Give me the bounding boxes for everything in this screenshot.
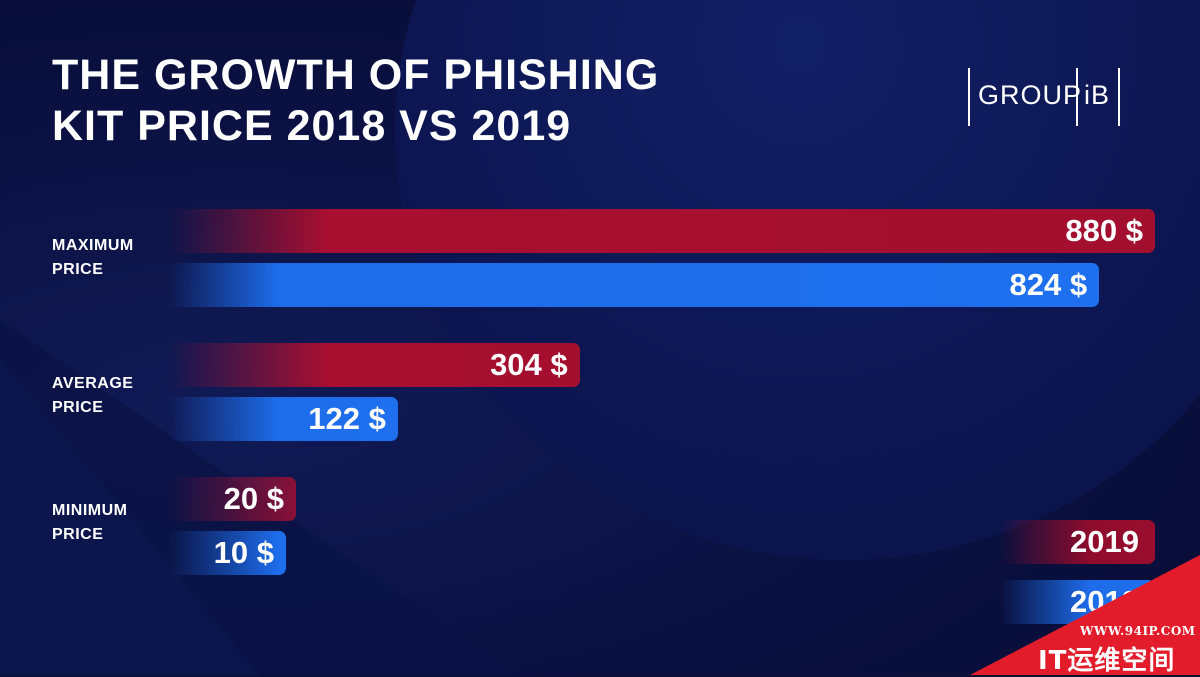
legend-item-2018: 2018 (1000, 580, 1155, 624)
logo-divider-left (968, 68, 970, 126)
category-label-average: AVERAGE PRICE (52, 372, 133, 420)
logo-text-group: GROUP (978, 80, 1083, 110)
title-line-2: KIT PRICE 2018 VS 2019 (52, 102, 572, 150)
bar-2018-maximum: 824 $ (168, 263, 1100, 307)
bar-2018-minimum: 10 $ (168, 531, 286, 575)
legend-item-2019: 2019 (1000, 520, 1155, 564)
logo-divider-right (1118, 68, 1120, 126)
category-label-maximum: MAXIMUM PRICE (52, 234, 134, 282)
logo-divider-middle (1076, 68, 1078, 126)
page-title: THE GROWTH OF PHISHING KIT PRICE 2018 VS… (52, 50, 659, 152)
group-ib-logo: GROUP iB (968, 68, 1153, 126)
bar-2019-average: 304 $ (168, 343, 580, 387)
bar-2018-average: 122 $ (168, 397, 398, 441)
bar-2019-maximum: 880 $ (168, 209, 1155, 253)
category-label-line: PRICE (52, 526, 104, 543)
category-label-line: MINIMUM (52, 502, 128, 519)
bar-2019-minimum: 20 $ (168, 477, 296, 521)
category-label-line: PRICE (52, 261, 104, 278)
category-label-minimum: MINIMUM PRICE (52, 499, 127, 547)
title-line-1: THE GROWTH OF PHISHING (52, 51, 660, 99)
category-label-line: AVERAGE (52, 375, 134, 392)
category-label-line: PRICE (52, 399, 104, 416)
category-label-line: MAXIMUM (52, 237, 134, 254)
logo-text-ib: iB (1084, 80, 1111, 110)
